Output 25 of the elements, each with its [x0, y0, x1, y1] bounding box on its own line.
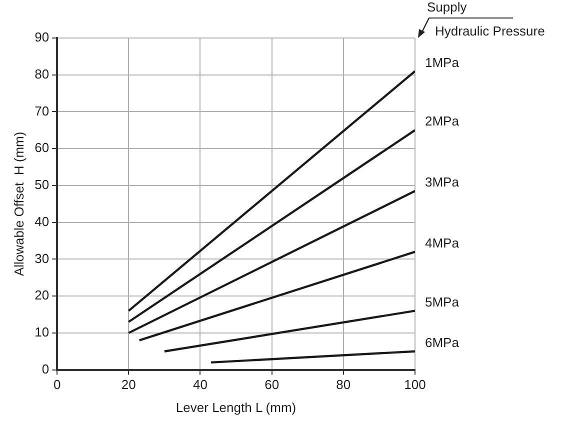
series-label: 6MPa	[425, 334, 460, 350]
series-label: 1MPa	[425, 54, 460, 70]
y-tick-label: 80	[34, 66, 50, 82]
series-label: 4MPa	[425, 235, 460, 250]
x-tick-label: 20	[121, 377, 136, 392]
x-tick-label: 100	[404, 377, 426, 392]
x-tick-label: 40	[193, 377, 208, 392]
y-tick-label: 50	[34, 177, 50, 192]
series-label: 5MPa	[425, 294, 460, 310]
y-tick-label: 30	[34, 250, 50, 266]
x-tick-label: 80	[336, 377, 351, 392]
y-tick-label: 60	[34, 140, 50, 156]
x-tick-label: 60	[264, 377, 280, 392]
series-label: 2MPa	[425, 114, 460, 129]
y-tick-label: 10	[34, 324, 50, 340]
y-tick-label: 90	[34, 30, 50, 45]
y-tick-label: 40	[34, 214, 50, 229]
y-tick-label: 70	[34, 103, 50, 118]
legend-title: Supply Hydraulic Pressure	[427, 0, 545, 39]
series-label: 3MPa	[425, 174, 460, 190]
y-tick-label: 20	[34, 288, 50, 303]
x-axis-title: Lever Length L (mm)	[176, 400, 296, 415]
x-tick-label: 0	[53, 377, 61, 392]
y-axis-title: Allowable Offset H (mm)	[11, 132, 26, 276]
y-tick-label: 0	[42, 361, 50, 376]
